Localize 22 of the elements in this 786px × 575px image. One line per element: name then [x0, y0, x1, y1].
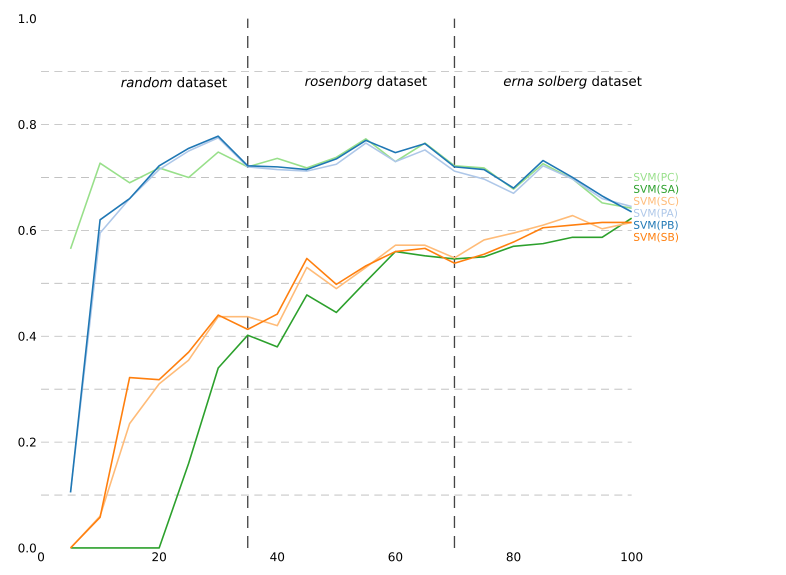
annotation: rosenborg dataset: [305, 76, 427, 89]
line-series: [70, 138, 632, 250]
y-tick-label: 0.0: [18, 543, 36, 553]
annotation: random dataset: [121, 77, 227, 88]
series-label: SVM(PA): [634, 208, 677, 218]
text: SVM(SA): [634, 184, 678, 194]
y-tick-label: 0.8: [18, 120, 36, 130]
x-tick-label: 0: [38, 552, 44, 562]
y-tick-label: 0.4: [18, 332, 36, 341]
series-label: SVM(PB): [634, 220, 678, 230]
y-tick-label: 0.2: [18, 438, 36, 447]
x-tick-label: 60: [388, 552, 402, 562]
x-tick-label: 80: [506, 552, 520, 562]
x-tick-label: 100: [622, 552, 642, 562]
series-label: SVM(SC): [634, 196, 678, 206]
text: SVM(PC): [634, 172, 678, 182]
y-tick-label: 0.6: [18, 226, 36, 235]
annotation: erna solberg dataset: [504, 76, 642, 89]
x-tick-label: 20: [152, 552, 166, 562]
y-tick-label: 1.0: [18, 14, 36, 24]
x-tick-label: 40: [270, 552, 284, 562]
series-label: SVM(SB): [634, 232, 678, 242]
